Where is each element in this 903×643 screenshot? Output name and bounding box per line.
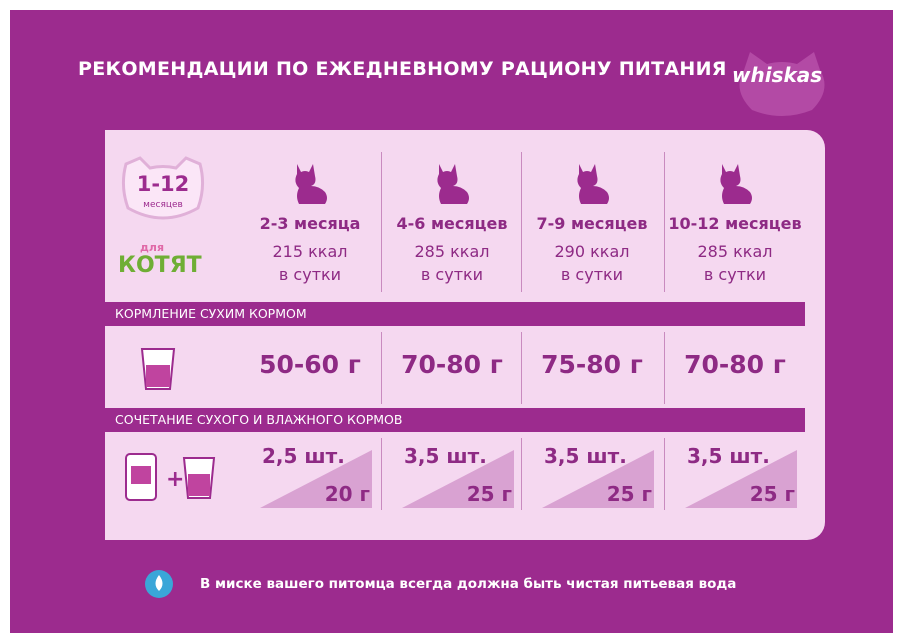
kcal: 285 ккал	[697, 242, 773, 261]
logo: whiskas	[732, 63, 823, 87]
divider	[664, 152, 665, 292]
badge-shape	[121, 156, 205, 220]
pouches: 3,5 шт.	[687, 444, 770, 468]
pouch-bowl-icon: +	[125, 453, 216, 501]
pouches: 3,5 шт.	[544, 444, 627, 468]
svg-text:+: +	[166, 467, 184, 492]
divider	[664, 438, 665, 510]
dry-grams: 25 г	[466, 482, 512, 506]
badge-for: для	[140, 241, 165, 254]
kcal: 285 ккал	[414, 242, 490, 261]
cat-icon	[567, 156, 617, 206]
triangle	[685, 450, 797, 508]
pouches: 2,5 шт.	[262, 444, 345, 468]
divider	[381, 152, 382, 292]
dry-grams: 25 г	[749, 482, 795, 506]
divider	[664, 332, 665, 404]
dry-amount: 70-80 г	[684, 350, 786, 379]
cat-icon	[427, 156, 477, 206]
divider	[521, 332, 522, 404]
divider	[381, 438, 382, 510]
dry-amount: 50-60 г	[259, 350, 361, 379]
kcal: 290 ккал	[554, 242, 630, 261]
divider	[521, 438, 522, 510]
section-bar: КОРМЛЕНИЕ СУХИМ КОРМОМ	[105, 302, 805, 326]
triangle	[402, 450, 514, 508]
cat-icon	[285, 156, 335, 206]
dry-amount: 70-80 г	[401, 350, 503, 379]
dry-grams: 25 г	[606, 482, 652, 506]
infographic: РЕКОМЕНДАЦИИ ПО ЕЖЕДНЕВНОМУ РАЦИОНУ ПИТА…	[10, 10, 893, 633]
dry-grams: 20 г	[324, 482, 370, 506]
triangle	[542, 450, 654, 508]
kcal: 215 ккал	[272, 242, 348, 261]
age: 4-6 месяцев	[396, 214, 508, 233]
cat-icon	[710, 156, 760, 206]
divider	[521, 152, 522, 292]
triangle	[260, 450, 372, 508]
per-day: в сутки	[420, 265, 484, 284]
age: 2-3 месяца	[259, 214, 361, 233]
badge-unit: месяцев	[143, 200, 183, 210]
badge-age: 1-12	[136, 172, 190, 196]
pouches: 3,5 шт.	[404, 444, 487, 468]
dry-amount: 75-80 г	[541, 350, 643, 379]
badge-kittens: КОТЯТ	[118, 253, 202, 278]
logo-shape	[739, 52, 825, 116]
section-bar: СОЧЕТАНИЕ СУХОГО И ВЛАЖНОГО КОРМОВ	[105, 408, 805, 432]
bowl-icon	[140, 348, 176, 390]
age: 7-9 месяцев	[536, 214, 648, 233]
per-day: в сутки	[278, 265, 342, 284]
divider	[381, 332, 382, 404]
per-day: в сутки	[703, 265, 767, 284]
water-icon	[145, 570, 173, 598]
per-day: в сутки	[560, 265, 624, 284]
note: В миске вашего питомца всегда должна быт…	[200, 576, 737, 592]
age: 10-12 месяцев	[668, 214, 802, 233]
title: РЕКОМЕНДАЦИИ ПО ЕЖЕДНЕВНОМУ РАЦИОНУ ПИТА…	[78, 58, 727, 80]
